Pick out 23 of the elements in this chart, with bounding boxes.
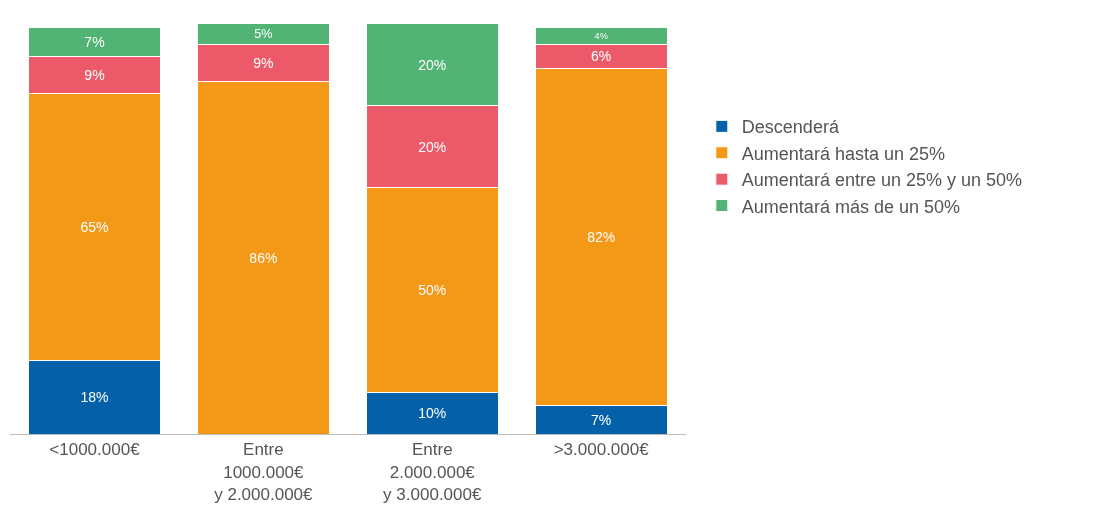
data-label: 20%	[418, 56, 447, 73]
data-label: 82%	[587, 229, 616, 246]
data-label: 65%	[80, 218, 109, 235]
data-label: 9%	[84, 66, 105, 83]
legend-label: Aumentará más de un 50%	[741, 196, 960, 217]
data-label: 7%	[591, 411, 612, 428]
x-tick-label: Entre 2.000.000€ y 3.000.000€	[383, 440, 482, 504]
data-label: 7%	[84, 34, 105, 51]
data-label: 9%	[253, 54, 274, 71]
data-label: 20%	[418, 138, 447, 155]
data-label: 18%	[80, 389, 109, 406]
legend-label: Aumentará entre un 25% y un 50%	[741, 170, 1023, 191]
legend-label: Descenderá	[741, 117, 840, 138]
x-tick-label: <1000.000€	[49, 440, 141, 460]
data-label: 86%	[249, 249, 278, 266]
data-label: 4%	[594, 31, 608, 42]
x-tick-label: Entre 1000.000€ y 2.000.000€	[214, 440, 314, 504]
data-label: 50%	[418, 282, 447, 299]
legend-label: Aumentará hasta un 25%	[741, 143, 945, 164]
data-label: 6%	[591, 48, 612, 65]
x-tick-label: >3.000.000€	[553, 440, 650, 460]
data-label: 10%	[418, 405, 447, 422]
data-label: 5%	[254, 27, 273, 42]
